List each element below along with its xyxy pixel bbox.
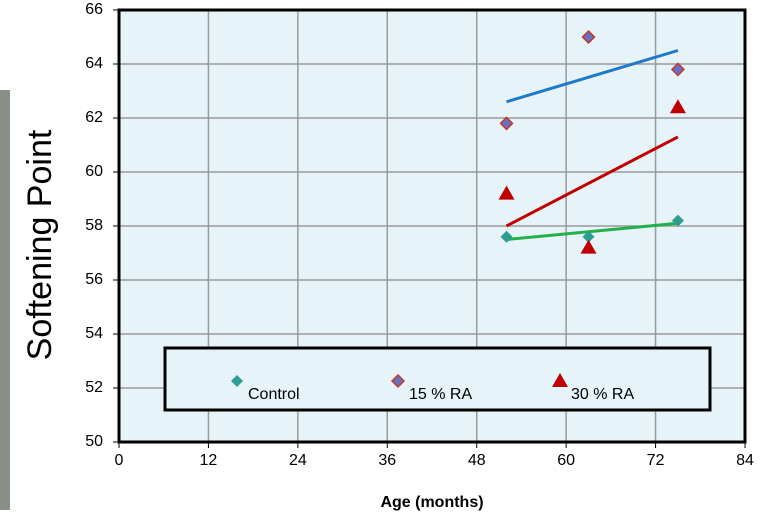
y-tick-label: 66: [85, 1, 103, 18]
x-tick-label: 72: [647, 452, 665, 469]
y-tick-label: 54: [85, 325, 103, 342]
y-tick-label: 62: [85, 109, 103, 126]
x-tick-label: 60: [557, 452, 575, 469]
y-tick-label: 60: [85, 163, 103, 180]
chart: Softening Point Age (months) 50 52 54 56 58 6…: [0, 0, 769, 515]
x-tick-label: 36: [378, 452, 396, 469]
y-tick-label: 64: [85, 55, 103, 72]
x-axis-label: Age (months): [380, 494, 483, 511]
y-tick-label: 58: [85, 217, 103, 234]
x-tick-label: 24: [289, 452, 307, 469]
y-tick-label: 56: [85, 271, 103, 288]
background-strip: [0, 90, 10, 510]
x-tick-label: 0: [115, 452, 124, 469]
x-tick-label: 48: [468, 452, 486, 469]
x-tick-label: 84: [736, 452, 754, 469]
y-tick-label: 50: [85, 433, 103, 450]
legend-label: 30 % RA: [571, 386, 634, 403]
y-tick-label: 52: [85, 379, 103, 396]
legend-label: Control: [248, 386, 300, 403]
x-tick-label: 12: [200, 452, 218, 469]
y-axis-label: Softening Point: [21, 129, 59, 360]
legend-label: 15 % RA: [409, 386, 472, 403]
